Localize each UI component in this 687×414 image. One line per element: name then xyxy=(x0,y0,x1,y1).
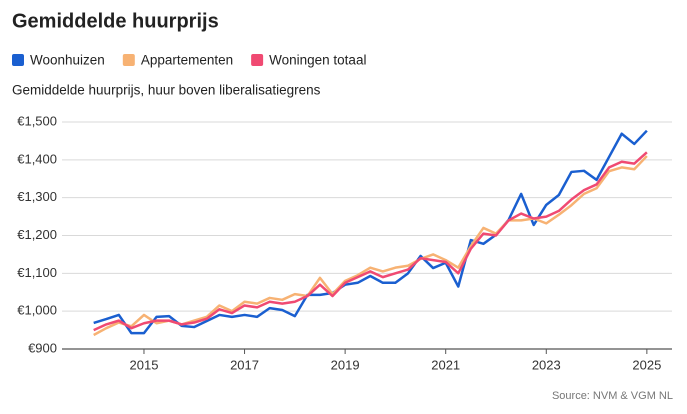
y-tick-label: €1,400 xyxy=(17,151,57,166)
legend-label: Woningen totaal xyxy=(269,53,366,68)
x-tick-label: 2023 xyxy=(532,357,561,372)
data-line xyxy=(93,155,648,337)
data-line xyxy=(93,151,648,332)
y-tick-label: €1,200 xyxy=(17,227,57,242)
data-line xyxy=(93,129,648,335)
x-tick-label: 2019 xyxy=(331,357,360,372)
legend-swatch xyxy=(251,54,264,66)
legend-label: Woonhuizen xyxy=(30,53,105,68)
y-tick-label: €1,000 xyxy=(17,303,57,318)
x-tick-label: 2025 xyxy=(632,357,661,372)
legend-swatch xyxy=(122,54,135,66)
y-tick-label: €1,300 xyxy=(17,189,57,204)
x-tick-label: 2015 xyxy=(130,357,159,372)
y-tick-label: €1,500 xyxy=(17,113,57,128)
chart-subtitle: Gemiddelde huurprijs, huur boven liberal… xyxy=(12,83,321,98)
source: Source: NVM & VGM NL xyxy=(552,390,673,402)
x-tick-label: 2021 xyxy=(431,357,460,372)
x-tick-label: 2017 xyxy=(230,357,259,372)
y-tick-label: €1,100 xyxy=(17,265,57,280)
chart-title: Gemiddelde huurprijs xyxy=(12,10,219,32)
legend-label: Appartementen xyxy=(141,53,233,68)
legend-swatch xyxy=(12,54,24,66)
y-tick-label: €900 xyxy=(28,340,57,355)
